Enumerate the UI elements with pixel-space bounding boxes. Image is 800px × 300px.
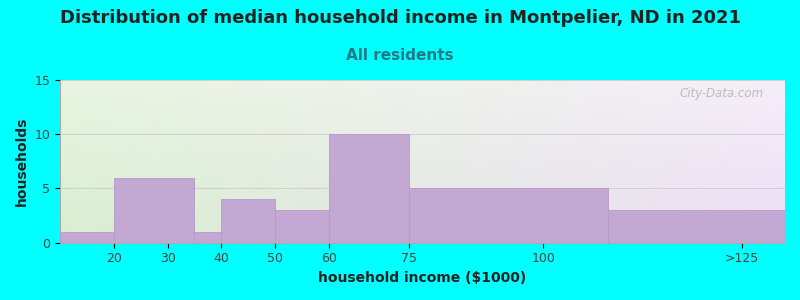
Bar — [275, 210, 329, 243]
Bar — [60, 232, 114, 243]
Text: City-Data.com: City-Data.com — [679, 86, 763, 100]
Text: Distribution of median household income in Montpelier, ND in 2021: Distribution of median household income … — [59, 9, 741, 27]
Y-axis label: households: households — [15, 117, 29, 206]
Bar — [114, 178, 194, 243]
Text: All residents: All residents — [346, 48, 454, 63]
Bar — [409, 188, 608, 243]
Bar — [329, 134, 409, 243]
Bar — [194, 232, 222, 243]
Bar — [608, 210, 785, 243]
Bar — [222, 199, 275, 243]
X-axis label: household income ($1000): household income ($1000) — [318, 271, 526, 285]
